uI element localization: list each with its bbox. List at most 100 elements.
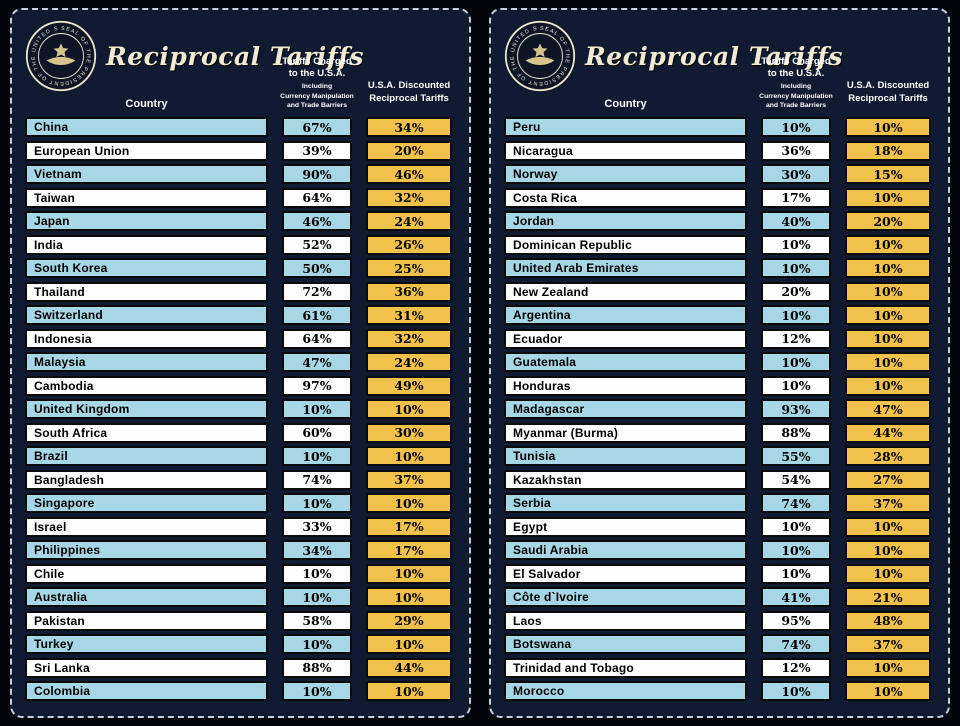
country-cell: Norway — [504, 164, 747, 184]
discounted-cell: 10% — [845, 563, 931, 584]
charged-cell: 93% — [761, 399, 831, 419]
country-cell: Morocco — [504, 681, 747, 701]
country-cell: Japan — [25, 211, 268, 231]
discounted-cell: 10% — [366, 446, 452, 466]
country-cell: Egypt — [504, 516, 747, 537]
eagle-emblem — [525, 43, 555, 65]
table-row: Honduras 10% 10% — [504, 375, 935, 396]
discounted-cell: 46% — [366, 164, 452, 184]
discounted-cell: 10% — [845, 281, 931, 302]
country-cell: Ecuador — [504, 328, 747, 349]
discounted-cell: 44% — [845, 422, 931, 443]
table-row: Philippines 34% 17% — [25, 540, 456, 560]
country-cell: Malaysia — [25, 352, 268, 372]
charged-column-header: Tariffs Charged to the U.S.A. Including … — [738, 56, 854, 110]
charged-cell: 10% — [761, 258, 831, 278]
table-row: Ecuador 12% 10% — [504, 328, 935, 349]
discounted-cell: 37% — [845, 493, 931, 513]
country-cell: Saudi Arabia — [504, 540, 747, 560]
country-column-header: Country — [604, 98, 647, 110]
country-cell: Trinidad and Tobago — [504, 657, 747, 678]
table-row: Malaysia 47% 24% — [25, 352, 456, 372]
charged-column-header: Tariffs Charged to the U.S.A. Including … — [259, 56, 375, 110]
tariff-panel-left: SEAL OF THE PRESIDENT OF THE UNITED STAT… — [10, 8, 471, 718]
charged-cell: 33% — [282, 516, 352, 537]
charged-cell: 10% — [761, 352, 831, 372]
table-row: El Salvador 10% 10% — [504, 563, 935, 584]
discounted-cell: 30% — [366, 422, 452, 443]
discounted-cell: 32% — [366, 187, 452, 208]
discounted-cell: 26% — [366, 234, 452, 255]
charged-header-subtitle: Including Currency Manipulation and Trad… — [280, 83, 354, 109]
table-row: Taiwan 64% 32% — [25, 187, 456, 208]
country-cell: Chile — [25, 563, 268, 584]
charged-cell: 10% — [761, 234, 831, 255]
charged-cell: 58% — [282, 610, 352, 631]
table-row: Israel 33% 17% — [25, 516, 456, 537]
discounted-cell: 10% — [845, 234, 931, 255]
table-row: Madagascar 93% 47% — [504, 399, 935, 419]
table-row: Singapore 10% 10% — [25, 493, 456, 513]
country-cell: United Kingdom — [25, 399, 268, 419]
panel-header: SEAL OF THE PRESIDENT OF THE UNITED STAT… — [502, 16, 935, 110]
discounted-cell: 10% — [366, 493, 452, 513]
charged-cell: 64% — [282, 328, 352, 349]
charged-cell: 74% — [761, 634, 831, 654]
country-cell: Indonesia — [25, 328, 268, 349]
charged-cell: 54% — [761, 469, 831, 490]
discounted-cell: 10% — [366, 399, 452, 419]
discounted-cell: 20% — [845, 211, 931, 231]
table-row: Vietnam 90% 46% — [25, 164, 456, 184]
discounted-cell: 32% — [366, 328, 452, 349]
charged-cell: 10% — [282, 493, 352, 513]
discounted-cell: 24% — [366, 211, 452, 231]
charged-cell: 10% — [282, 587, 352, 607]
discounted-cell: 15% — [845, 164, 931, 184]
table-row: Tunisia 55% 28% — [504, 446, 935, 466]
country-cell: Sri Lanka — [25, 657, 268, 678]
presidential-seal-icon: SEAL OF THE PRESIDENT OF THE UNITED STAT… — [502, 16, 576, 92]
discounted-cell: 10% — [845, 516, 931, 537]
charged-cell: 10% — [282, 634, 352, 654]
country-cell: Australia — [25, 587, 268, 607]
table-row: Kazakhstan 54% 27% — [504, 469, 935, 490]
panel-title: Reciprocal Tariffs — [106, 41, 365, 71]
country-cell: Dominican Republic — [504, 234, 747, 255]
charged-cell: 10% — [282, 563, 352, 584]
charged-cell: 50% — [282, 258, 352, 278]
discounted-cell: 29% — [366, 610, 452, 631]
table-row: India 52% 26% — [25, 234, 456, 255]
discounted-cell: 10% — [366, 681, 452, 701]
country-cell: New Zealand — [504, 281, 747, 302]
charged-cell: 39% — [282, 140, 352, 161]
table-row: Jordan 40% 20% — [504, 211, 935, 231]
table-row: Myanmar (Burma) 88% 44% — [504, 422, 935, 443]
country-cell: Costa Rica — [504, 187, 747, 208]
country-cell: China — [25, 117, 268, 137]
discounted-cell: 48% — [845, 610, 931, 631]
table-row: South Korea 50% 25% — [25, 258, 456, 278]
charged-cell: 10% — [761, 681, 831, 701]
country-cell: Peru — [504, 117, 747, 137]
table-row: Guatemala 10% 10% — [504, 352, 935, 372]
discounted-cell: 20% — [366, 140, 452, 161]
charged-cell: 12% — [761, 328, 831, 349]
charged-cell: 36% — [761, 140, 831, 161]
tariff-table: China 67% 34% European Union 39% 20% Vietnam 90… — [25, 117, 456, 701]
charged-cell: 67% — [282, 117, 352, 137]
discounted-cell: 17% — [366, 516, 452, 537]
table-row: Peru 10% 10% — [504, 117, 935, 137]
discounted-cell: 31% — [366, 305, 452, 325]
discounted-cell: 34% — [366, 117, 452, 137]
discounted-column-header: U.S.A. Discounted Reciprocal Tariffs — [367, 80, 451, 104]
country-cell: Thailand — [25, 281, 268, 302]
discounted-cell: 49% — [366, 375, 452, 396]
country-cell: Tunisia — [504, 446, 747, 466]
country-cell: Madagascar — [504, 399, 747, 419]
charged-cell: 95% — [761, 610, 831, 631]
charged-cell: 10% — [761, 563, 831, 584]
charged-cell: 72% — [282, 281, 352, 302]
header-left: SEAL OF THE PRESIDENT OF THE UNITED STAT… — [502, 16, 843, 110]
panel-header: SEAL OF THE PRESIDENT OF THE UNITED STAT… — [23, 16, 456, 110]
